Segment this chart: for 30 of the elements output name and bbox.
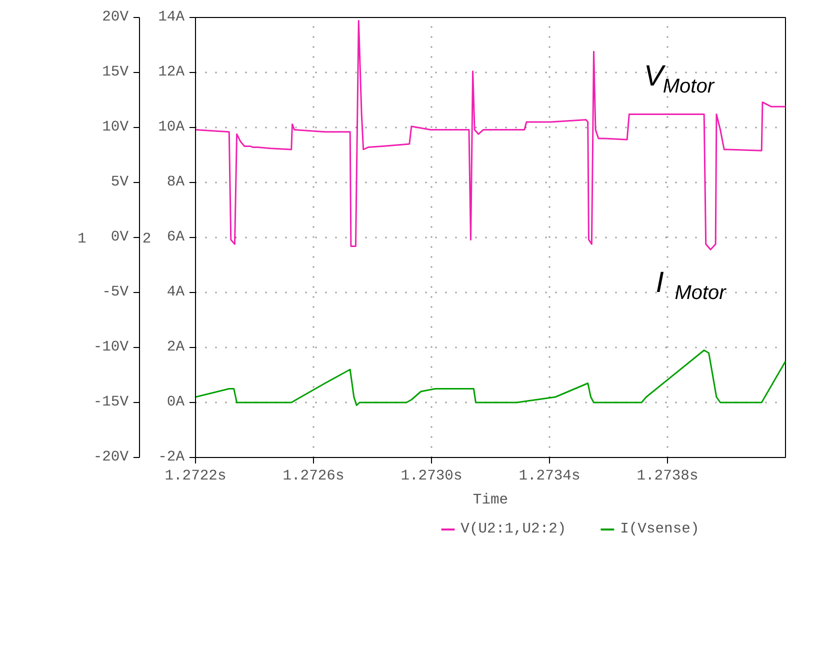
line-series (196, 350, 786, 406)
y-axis-title: 1 (78, 232, 87, 248)
y-tick-label: -20V (93, 450, 129, 466)
x-tick-label: 1.2734s (518, 468, 580, 484)
y-tick-label: -5V (102, 284, 129, 300)
y2-tick-label: 6A (166, 230, 185, 246)
y2-tick-label: -2A (158, 450, 185, 466)
y-tick-label: -15V (93, 394, 129, 410)
y2-tick-label: 2A (166, 340, 185, 356)
y-tick-label: 15V (102, 64, 129, 80)
line-series (196, 20, 786, 250)
legend-label: I(Vsense) (620, 522, 700, 538)
y2-tick-label: 14A (158, 10, 185, 26)
y2-tick-label: 10A (158, 120, 185, 136)
y2-tick-label: 8A (166, 174, 185, 190)
x-axis-title: Time (472, 492, 508, 508)
x-tick-label: 1.2726s (282, 468, 344, 484)
x-tick-label: 1.2738s (636, 468, 698, 484)
y2-tick-label: 12A (158, 64, 185, 80)
y-tick-label: 0V (110, 230, 129, 246)
y-tick-label: 20V (102, 10, 129, 26)
x-tick-label: 1.2722s (164, 468, 226, 484)
x-tick-label: 1.2730s (400, 468, 462, 484)
y2-tick-label: 4A (166, 284, 185, 300)
y2-axis-title: 2 (142, 232, 152, 248)
legend-label: V(U2:1,U2:2) (460, 522, 566, 538)
y-tick-label: 5V (110, 174, 129, 190)
y-tick-label: -10V (93, 340, 129, 356)
y-tick-label: 10V (102, 120, 129, 136)
y2-tick-label: 0A (166, 394, 185, 410)
